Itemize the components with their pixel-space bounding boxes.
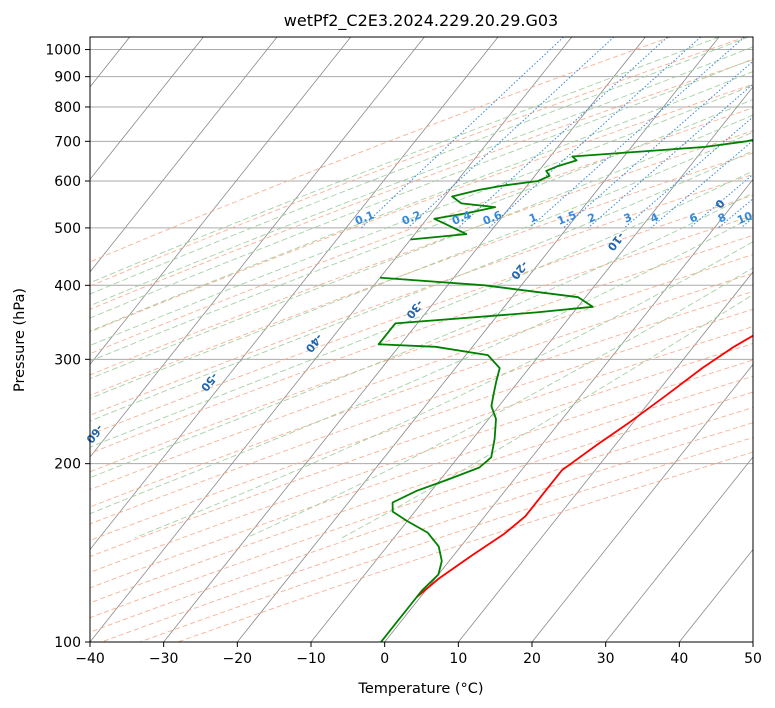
y-tick-label: 500 [54, 221, 81, 237]
mixing-ratio-line [587, 83, 753, 229]
isotherm-line [163, 37, 646, 642]
y-tick-label: 600 [54, 174, 81, 190]
dry-adiabat [90, 359, 753, 589]
profile-series [377, 138, 753, 642]
dry-adiabat [90, 173, 753, 416]
x-tick-label: 10 [449, 651, 467, 667]
moist-adiabat [90, 58, 753, 319]
chart-title: wetPf2_C2E3.2024.229.20.29.G03 [284, 11, 558, 31]
dry-adiabat [90, 375, 753, 604]
mixing-ratio-label: 3 [622, 211, 634, 226]
background-lines [90, 37, 753, 642]
isotherm-line [90, 37, 352, 366]
mixing-ratio-label: 10 [735, 209, 754, 227]
y-tick-label: 400 [54, 278, 81, 294]
moist-adiabat [90, 37, 749, 295]
isotherm-line [531, 363, 753, 642]
dry-adiabat [90, 83, 753, 333]
isotherm-line [90, 37, 204, 181]
dry-adiabat [90, 308, 753, 541]
y-tick-label: 1000 [45, 43, 81, 59]
moist-adiabat [90, 71, 753, 332]
isotherm-line [90, 37, 499, 551]
x-tick-label: 0 [380, 651, 389, 667]
dry-adiabat [90, 37, 746, 287]
moist-adiabat [90, 131, 753, 399]
isotherm-line [90, 37, 425, 458]
dry-adiabat [90, 391, 753, 619]
dry-adiabat [90, 37, 671, 263]
mixing-ratio-label: 2 [586, 211, 598, 226]
moist-adiabat [90, 150, 753, 422]
isotherm-line [605, 456, 753, 642]
mixing-ratio-line [407, 37, 615, 229]
y-tick-label: 800 [54, 100, 81, 116]
temperature-series-line [416, 334, 753, 598]
y-tick-label: 900 [54, 70, 81, 86]
axis-ticks: −40 −30 −20 −10 0 10 20 30 40 50 100 200 300 400 500 60… [45, 43, 762, 667]
moist-adiabat [90, 216, 753, 515]
plot-frame [89, 36, 754, 643]
mixing-ratio-label: 8 [716, 211, 728, 226]
y-tick-label: 700 [54, 134, 81, 150]
moist-adiabat [90, 37, 720, 284]
mixing-ratio-line [529, 37, 745, 229]
moist-adiabat [246, 267, 753, 539]
x-tick-label: 20 [523, 651, 541, 667]
dry-adiabat [90, 326, 753, 557]
moist-adiabat [134, 241, 753, 539]
mixing-ratio-line [457, 37, 668, 229]
mixing-ratio-line [488, 37, 702, 229]
x-tick-label: −30 [149, 651, 179, 667]
y-tick-label: 200 [54, 457, 81, 473]
moist-adiabat [90, 114, 753, 380]
mixing-ratio-line [650, 139, 753, 229]
x-tick-label: −40 [75, 651, 105, 667]
isotherm-line [384, 178, 753, 642]
isotherm-line [90, 37, 278, 273]
dewpoint-series-line [410, 138, 753, 241]
dry-adiabat [90, 290, 753, 525]
moist-adiabat [90, 192, 753, 479]
mixing-ratio-line [562, 60, 753, 229]
dewpoint-series-line [377, 276, 594, 642]
isotherm-line [237, 37, 720, 642]
moist-adiabat [90, 98, 753, 362]
x-tick-label: 30 [597, 651, 615, 667]
isotherm-line [458, 271, 753, 642]
y-axis-title: Pressure (hPa) [12, 288, 28, 392]
moist-adiabat [341, 294, 753, 539]
dry-adiabat [90, 107, 753, 355]
x-axis-title: Temperature (°C) [357, 681, 483, 697]
x-tick-label: 40 [670, 651, 688, 667]
y-tick-label: 100 [54, 635, 81, 651]
x-tick-label: −20 [223, 651, 253, 667]
dry-adiabat [90, 152, 753, 396]
moist-adiabat [90, 170, 753, 448]
isotherm-line [90, 37, 573, 642]
x-tick-label: 50 [744, 651, 762, 667]
moist-adiabat [90, 46, 753, 307]
y-tick-label: 300 [54, 352, 81, 368]
x-tick-label: −10 [296, 651, 326, 667]
mixing-ratio-label: 1 [527, 211, 539, 226]
